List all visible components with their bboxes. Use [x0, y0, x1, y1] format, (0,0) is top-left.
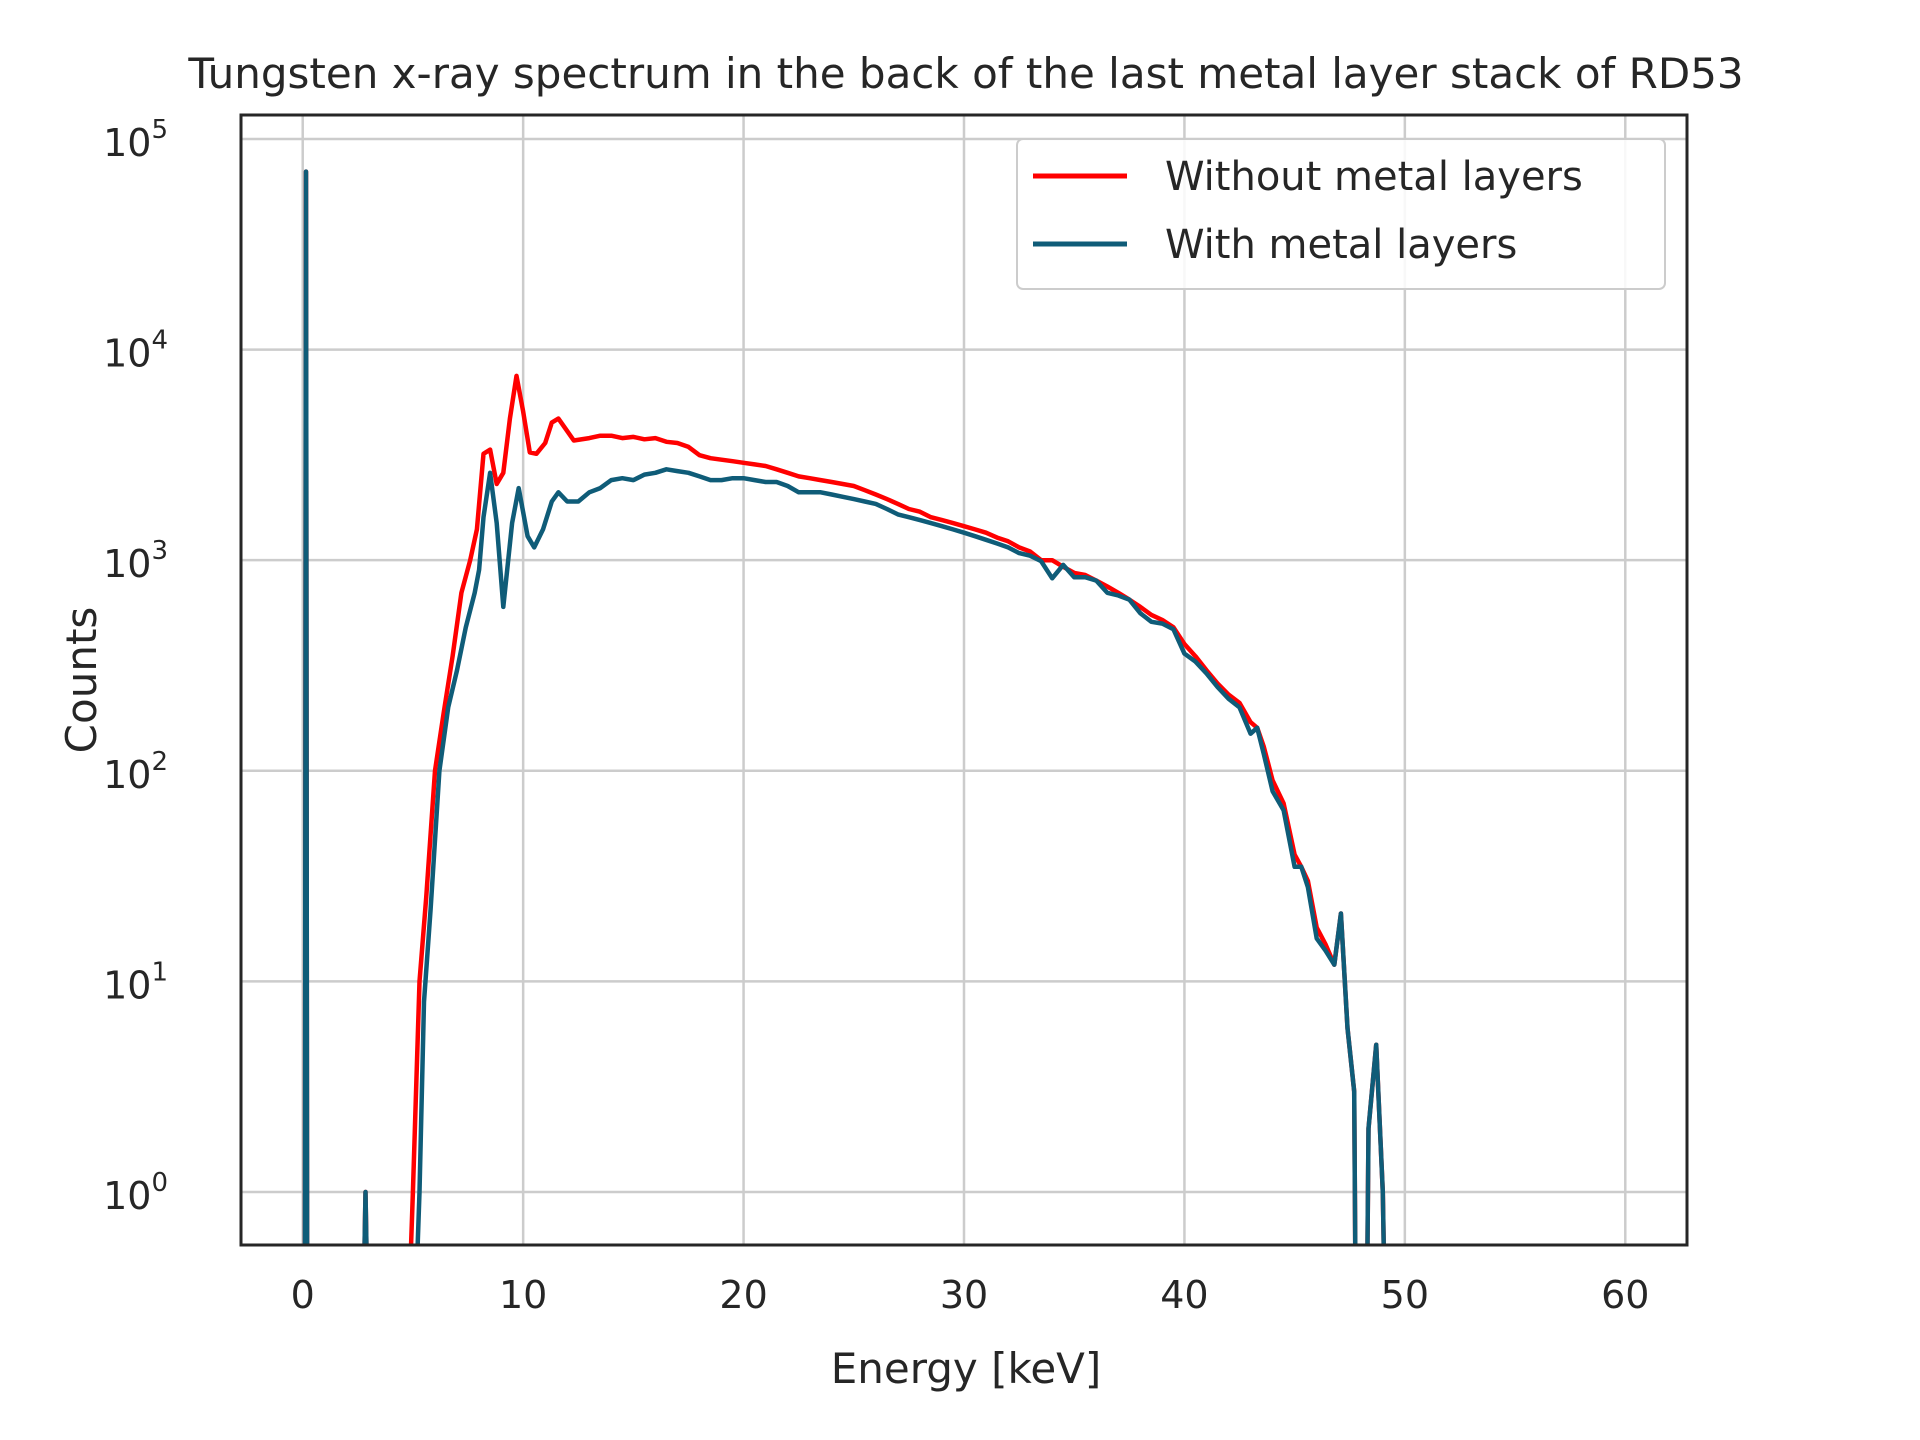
chart-title: Tungsten x-ray spectrum in the back of t…	[187, 49, 1743, 98]
series-layer	[302, 169, 1386, 1245]
y-axis-label: Counts	[57, 607, 106, 754]
legend: Without metal layers With metal layers	[1016, 138, 1666, 290]
plot-frame	[239, 113, 1689, 1247]
y-tick-label: 102	[103, 747, 168, 797]
legend-label-with-metal: With metal layers	[1165, 222, 1517, 268]
legend-box	[1016, 138, 1666, 290]
y-tick-label: 104	[103, 326, 168, 376]
y-tick-labels: 100 101 102 103 104 105	[103, 115, 168, 1218]
x-axis-label: Energy [keV]	[831, 1344, 1102, 1393]
legend-label-without-metal: Without metal layers	[1165, 154, 1583, 200]
y-tick-label: 101	[103, 957, 168, 1007]
x-tick-label: 30	[940, 1273, 988, 1317]
series-line-with-metal	[302, 169, 1386, 1245]
x-tick-labels: 0 10 20 30 40 50 60	[291, 1273, 1650, 1317]
y-tick-label: 103	[103, 536, 168, 586]
x-tick-label: 0	[291, 1273, 315, 1317]
y-tick-label: 100	[103, 1168, 168, 1218]
x-tick-label: 10	[499, 1273, 547, 1317]
x-tick-label: 40	[1160, 1273, 1208, 1317]
x-tick-label: 20	[719, 1273, 767, 1317]
series-line-without-metal	[302, 169, 1386, 1245]
y-tick-label: 105	[103, 115, 168, 165]
x-tick-label: 60	[1601, 1273, 1649, 1317]
x-tick-label: 50	[1381, 1273, 1429, 1317]
